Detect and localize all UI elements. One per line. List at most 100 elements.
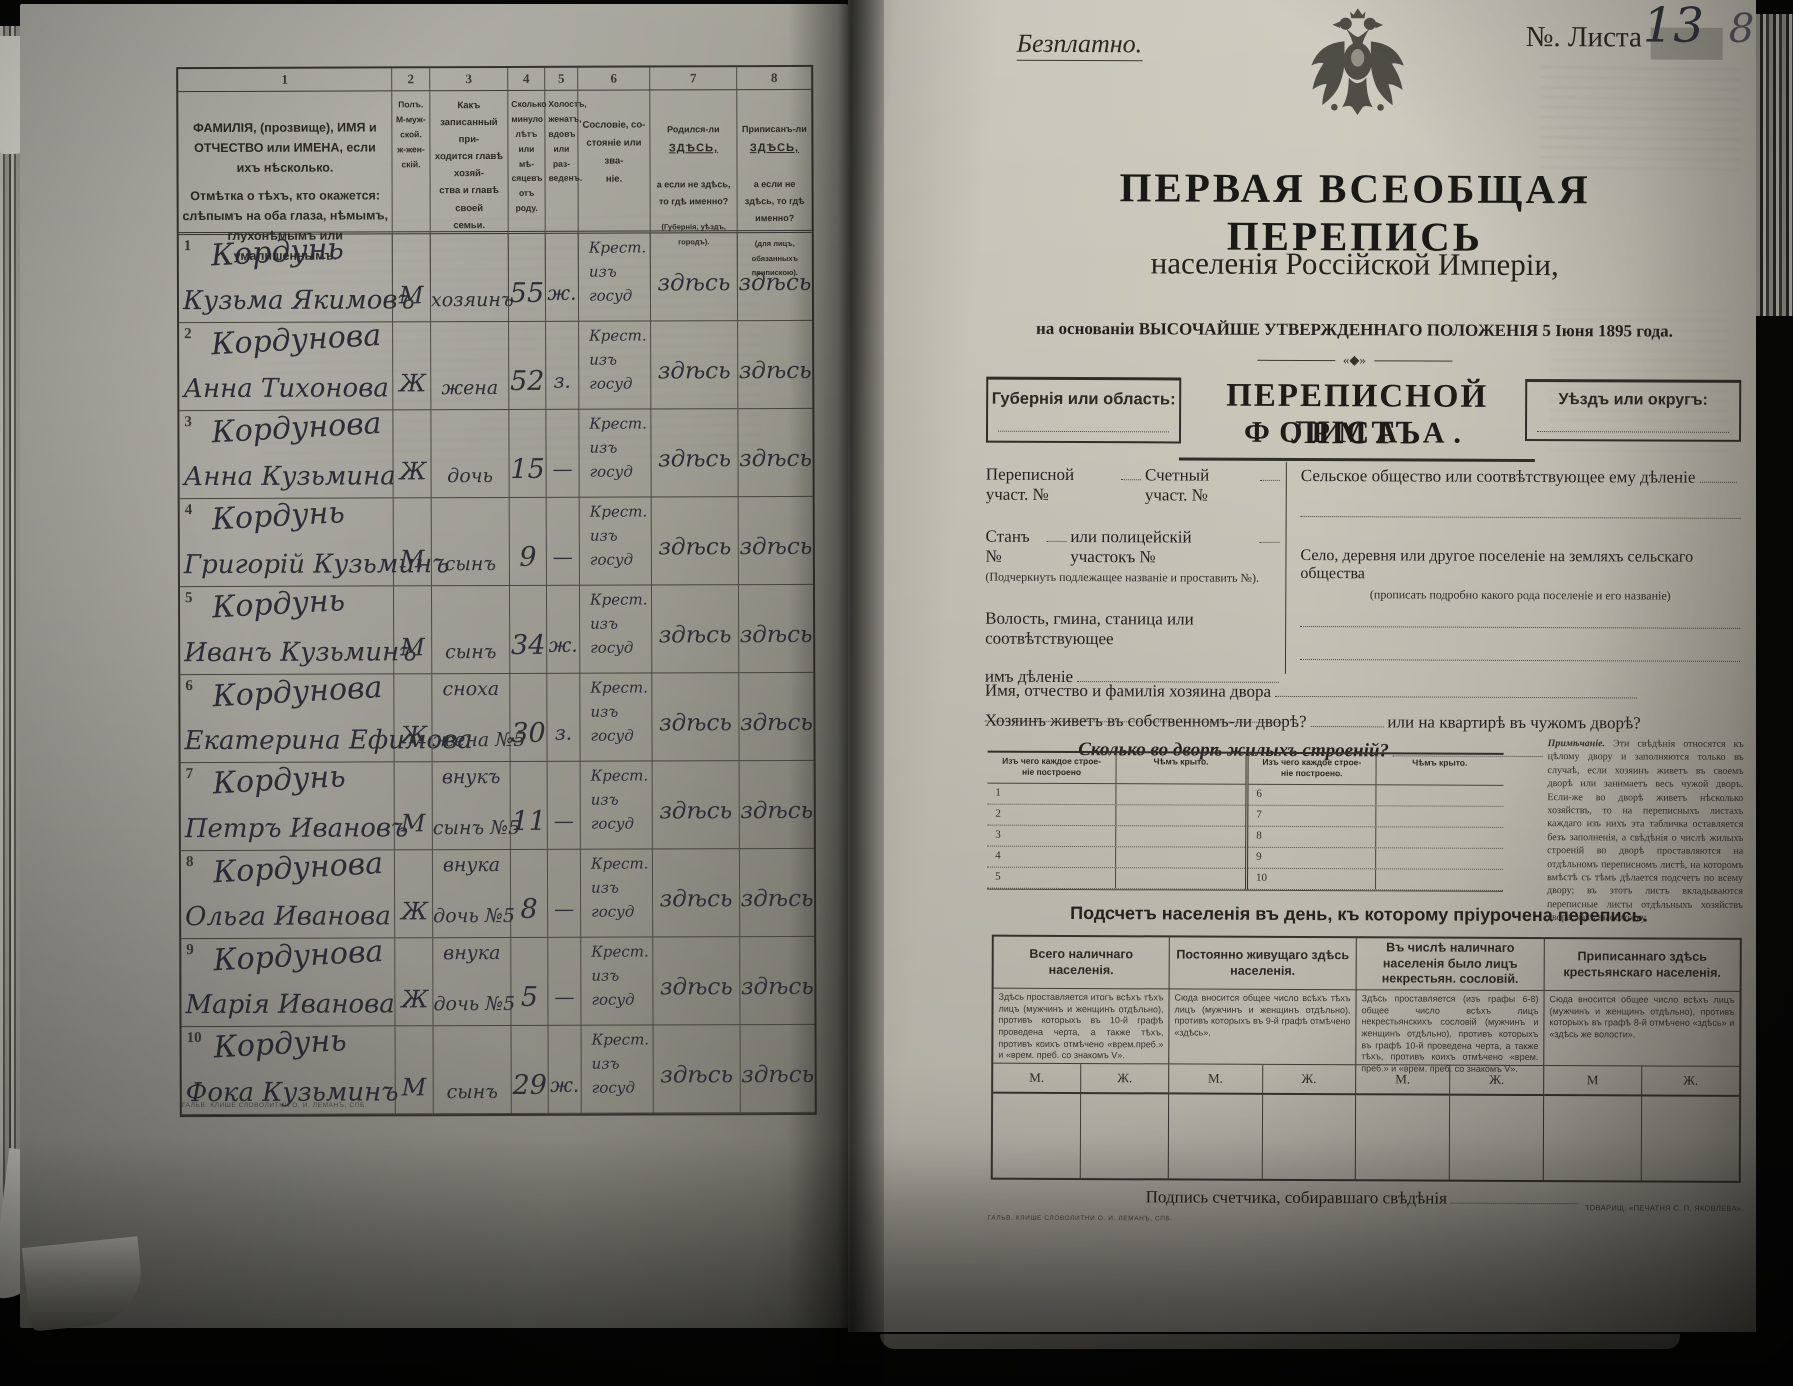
birthplace-cell: здѣсь <box>651 321 739 409</box>
building-row: 1 <box>987 783 1246 806</box>
blank-line <box>1699 479 1737 483</box>
relation-handwriting: сынъ №5 <box>432 816 521 840</box>
name-cell: 7 Кордунь Петръ Ивановъ <box>180 759 408 851</box>
relation-handwriting: внука <box>442 853 501 877</box>
building-row: 6 <box>1248 784 1504 807</box>
marital-cell: з. <box>546 321 580 409</box>
age-cell: 52 <box>509 321 547 409</box>
female-count-blank <box>1642 1096 1739 1180</box>
building-roof-blank <box>1376 827 1504 848</box>
table-row: 8 Кордунова Ольга Иванова Ж внука дочь №… <box>180 846 815 940</box>
name-cell: 10 Кордунь Фока Кузьминъ <box>181 1023 399 1115</box>
registration-handwriting: здѣсь <box>738 357 812 385</box>
registration-handwriting: здѣсь <box>740 797 814 825</box>
column-number-row: 1 2 3 4 5 6 7 8 <box>178 66 812 93</box>
group-title: Постоянно живущаго здѣсь населенія. <box>1169 937 1356 991</box>
registration-handwriting: здѣсь <box>739 621 813 649</box>
table-row: 7 Кордунь Петръ Ивановъ М внукъ сынъ №5 … <box>180 759 814 852</box>
district-blank-line <box>1537 417 1730 433</box>
age-cell: 11 <box>510 761 548 849</box>
marital-handwriting: ж. <box>550 1072 580 1097</box>
relation-handwriting: дочь №5 <box>433 992 516 1016</box>
name-cell: 4 Кордунь Григорій Кузьминъ <box>179 495 450 587</box>
owner-lives-label: Хозяинъ живетъ въ собственномъ-ли дворѣ? <box>984 710 1307 732</box>
ornament-glyph: «◆» <box>1342 352 1366 368</box>
heavy-rule <box>1178 457 1535 463</box>
count-blank-cells <box>1168 1094 1355 1179</box>
age-handwriting: 11 <box>511 805 547 837</box>
registration-cell: здѣсь <box>738 233 812 320</box>
birthplace-handwriting: здѣсь <box>659 798 733 825</box>
age-handwriting: 55 <box>509 277 545 309</box>
table-header-row: ФАМИЛІЯ, (прозвище), ИМЯ и ОТЧЕСТВО или … <box>178 89 812 306</box>
birthplace-cell: здѣсь <box>651 585 740 673</box>
relation-cell: внука дочь №5 <box>433 937 516 1026</box>
volost-line: Волость, гмина, станица или соотвѣтствую… <box>985 609 1283 650</box>
relation-handwriting: жена №5 <box>432 728 526 752</box>
building-row: 4 <box>987 846 1246 869</box>
police-district-label: или полицейскій участокъ № <box>1070 526 1192 567</box>
enumeration-district-label: Переписной участ. № <box>985 464 1075 504</box>
sex-handwriting: Ж <box>399 369 427 398</box>
buildings-table-right: Изъ чего каждое строе- ніе построено. Чѣ… <box>1245 753 1504 891</box>
stan-note: (Подчеркнуть подлежащее названіе и прост… <box>985 569 1260 585</box>
birthplace-cell: здѣсь <box>651 409 739 497</box>
relation-cell: сынъ <box>431 585 511 674</box>
relation-handwriting: сноха <box>442 677 500 701</box>
marital-handwriting: з. <box>554 720 573 745</box>
building-row: 10 <box>1248 868 1504 891</box>
estate-handwriting: Крест. изъ госуд <box>588 238 647 305</box>
sex-cell: М <box>392 234 432 322</box>
registration-cell: здѣсь <box>739 497 813 584</box>
birthplace-cell: здѣсь <box>652 849 741 937</box>
age-handwriting: 29 <box>512 1069 547 1101</box>
relation-cell: сынъ <box>431 497 510 586</box>
female-column-label: Ж. <box>1683 1072 1699 1088</box>
estate-handwriting: Крест. изъ госуд <box>590 678 648 745</box>
male-female-header: М. Ж. <box>993 1062 1169 1095</box>
male-count-blank <box>1355 1095 1451 1180</box>
sex-cell: М <box>395 1026 434 1114</box>
female-column-label: Ж. <box>1489 1071 1505 1087</box>
name-cell: 8 Кордунова Ольга Иванова <box>180 846 396 939</box>
census-count-group: Всего наличнаго населенія. Здѣсь простав… <box>992 936 1169 1179</box>
column-number: 4 <box>508 67 546 90</box>
ink-bleedthrough <box>1539 58 1742 171</box>
village-note: (прописать подробно какого рода поселені… <box>1369 587 1671 603</box>
surname-handwriting: Кордунова <box>210 405 383 451</box>
birthplace-cell: здѣсь <box>652 761 740 849</box>
row-number: 8 <box>185 854 194 871</box>
building-number: 9 <box>1248 847 1376 869</box>
building-number: 5 <box>987 867 1117 889</box>
stan-label: Станъ № <box>985 526 1030 566</box>
building-roof-blank <box>1116 784 1245 805</box>
column-number: 7 <box>650 67 738 90</box>
relation-handwriting: внука <box>443 941 501 965</box>
surname-handwriting: Кордунова <box>212 845 384 891</box>
group-title: Всего наличнаго населенія. <box>993 936 1169 990</box>
age-cell: 8 <box>510 849 549 937</box>
surname-handwriting: Кордунова <box>210 317 383 363</box>
blank-line <box>1259 477 1280 481</box>
province-blank-line <box>998 416 1170 433</box>
material-column-header: Изъ чего каждое строе- ніе построено <box>987 752 1117 784</box>
column-number: 2 <box>392 68 431 91</box>
blank-line <box>1046 538 1067 542</box>
sex-handwriting: М <box>398 281 424 310</box>
name-cell: 1 Кордунь Кузьма Якимовъ <box>178 231 415 323</box>
male-female-header: М. Ж. <box>1356 1064 1544 1097</box>
relation-cell: внукъ сынъ №5 <box>432 761 521 850</box>
sex-cell: М <box>393 498 432 586</box>
female-count-blank <box>1450 1096 1543 1180</box>
header-here-underlined: ЗДѢСЬ, <box>749 142 800 155</box>
group-title: Въ числѣ наличнаго населенія было лицъ н… <box>1356 938 1544 992</box>
registration-cell: здѣсь <box>740 849 814 936</box>
header-registration-rest: а если не здѣсь, то гдѣ именно? <box>744 179 805 224</box>
estate-cell: Крест. изъ госуд <box>579 585 653 673</box>
owner-lives-label-2: или на квартирѣ въ чужомъ дворѣ? <box>1387 712 1641 733</box>
given-name-handwriting: Петръ Ивановъ <box>184 813 409 845</box>
group-description: Сюда вносится общее число всѣхъ тѣхъ лиц… <box>1174 992 1351 1038</box>
age-handwriting: 8 <box>520 893 538 925</box>
relation-handwriting: жена <box>441 376 499 400</box>
marital-handwriting: ж. <box>548 632 578 657</box>
